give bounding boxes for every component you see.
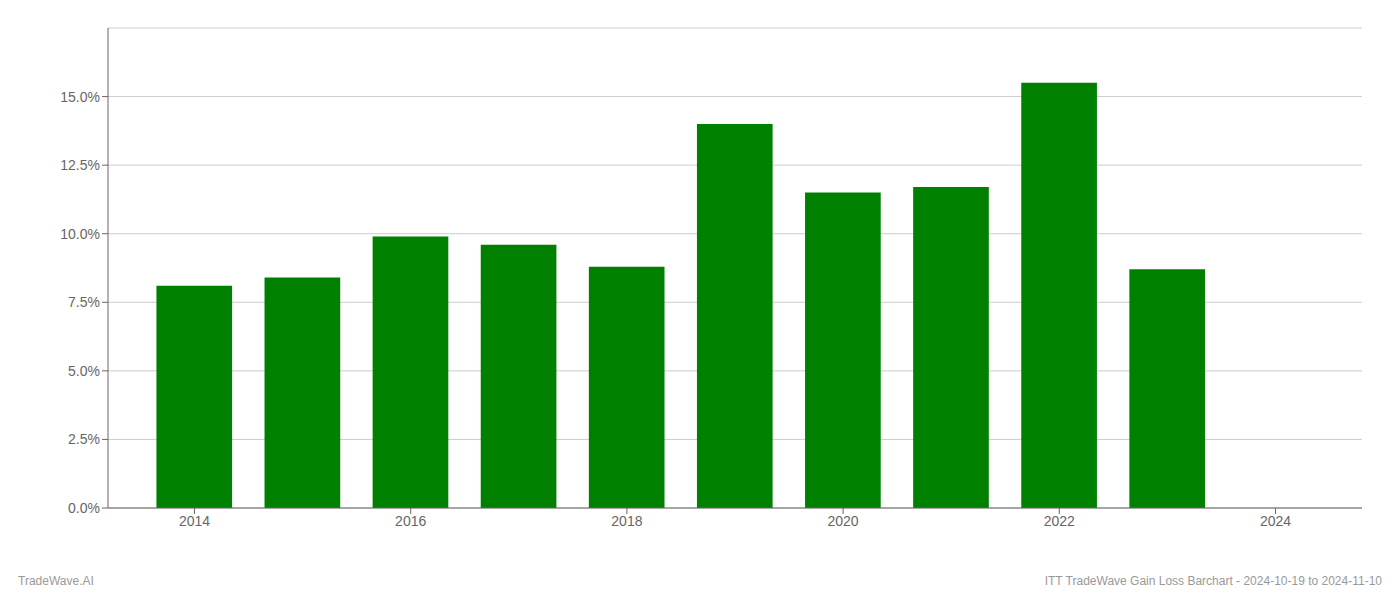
svg-text:2014: 2014 bbox=[179, 513, 210, 529]
svg-text:7.5%: 7.5% bbox=[68, 294, 100, 310]
html-text:ITT TradeWave Gain Loss Barcha: ITT TradeWave Gain Loss Barchart - 2024-… bbox=[1044, 574, 1382, 588]
svg-text:2020: 2020 bbox=[828, 513, 859, 529]
html-text:TradeWave.AI: TradeWave.AI bbox=[18, 574, 94, 588]
svg-text:2018: 2018 bbox=[611, 513, 642, 529]
svg-text:5.0%: 5.0% bbox=[68, 363, 100, 379]
svg-text:2016: 2016 bbox=[395, 513, 426, 529]
svg-text:0.0%: 0.0% bbox=[68, 500, 100, 516]
svg-text:2022: 2022 bbox=[1044, 513, 1075, 529]
svg-text:15.0%: 15.0% bbox=[60, 89, 100, 105]
svg-text:2.5%: 2.5% bbox=[68, 431, 100, 447]
svg-text:12.5%: 12.5% bbox=[60, 157, 100, 173]
svg-text:2024: 2024 bbox=[1260, 513, 1291, 529]
svg-text:10.0%: 10.0% bbox=[60, 226, 100, 242]
